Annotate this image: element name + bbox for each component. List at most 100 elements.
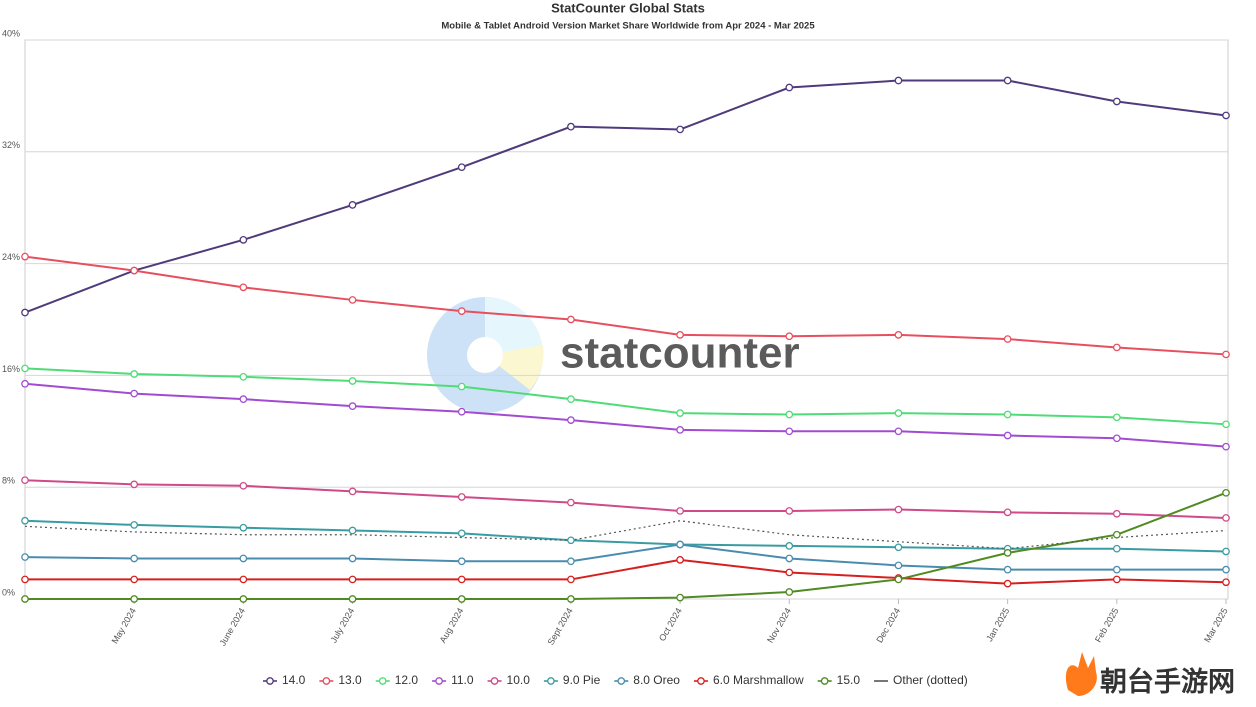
data-point [785, 542, 794, 550]
data-point [1003, 335, 1012, 343]
data-point [348, 296, 357, 304]
legend-marker [322, 677, 331, 685]
legend-label: 12.0 [395, 673, 419, 687]
data-point [1222, 547, 1230, 556]
data-point [567, 575, 575, 584]
data-point [130, 266, 139, 275]
series-line [24, 520, 1227, 550]
data-point [1003, 579, 1012, 588]
data-point [676, 593, 684, 602]
data-point [21, 516, 29, 525]
data-point [21, 379, 29, 388]
data-point [785, 410, 794, 419]
data-point [567, 315, 575, 324]
data-point [1222, 514, 1230, 522]
data-point [21, 308, 29, 317]
data-point [457, 307, 466, 315]
data-point [785, 507, 794, 515]
data-point [130, 480, 139, 489]
data-point [1003, 431, 1012, 440]
y-tick-label: 16% [2, 364, 20, 374]
legend-marker [697, 677, 705, 685]
data-point [1222, 350, 1230, 359]
legend-marker [547, 677, 555, 685]
data-point [348, 575, 357, 584]
y-tick-label: 40% [2, 28, 20, 38]
data-point [894, 505, 903, 514]
y-tick-label: 32% [2, 140, 20, 150]
data-point [785, 588, 794, 596]
data-point [239, 235, 248, 244]
legend-label: 9.0 Pie [563, 673, 601, 687]
data-point [21, 575, 29, 584]
data-point [239, 575, 248, 584]
data-point [894, 575, 903, 584]
data-point [1112, 413, 1121, 422]
data-point [21, 364, 29, 373]
data-point [676, 125, 684, 134]
data-point [567, 595, 575, 603]
data-point [785, 568, 794, 577]
data-point [894, 331, 903, 339]
data-point [894, 543, 903, 552]
legend-label: Other (dotted) [893, 673, 968, 687]
data-point [1112, 343, 1121, 352]
data-point [1003, 76, 1012, 85]
series-line [24, 543, 1226, 571]
series-line [24, 519, 1227, 553]
data-point [457, 382, 466, 391]
legend-label: 15.0 [837, 673, 861, 687]
data-point [348, 487, 357, 496]
data-point [457, 529, 466, 538]
data-point [785, 554, 794, 563]
y-tick-label: 8% [2, 476, 15, 486]
data-point [676, 540, 684, 549]
legend-marker [820, 677, 829, 685]
data-point [1222, 420, 1230, 429]
data-point [130, 595, 139, 603]
data-point [457, 595, 466, 603]
series-line [24, 79, 1227, 314]
series-line [24, 479, 1227, 519]
data-point [1222, 488, 1230, 497]
data-point [676, 426, 684, 434]
data-point [676, 409, 684, 417]
legend-marker [435, 677, 443, 685]
data-point [130, 575, 139, 584]
legend-label: 11.0 [451, 673, 474, 687]
series-line [25, 558, 1227, 585]
chart-title: StatCounter Global Stats [551, 0, 705, 15]
series-line [25, 491, 1227, 600]
legend-marker [490, 677, 499, 685]
data-point [1222, 578, 1230, 587]
data-point [1222, 111, 1230, 120]
data-point [348, 595, 357, 603]
data-point [567, 416, 575, 424]
data-point [348, 554, 357, 563]
data-point [676, 507, 684, 515]
data-point [894, 76, 903, 85]
data-point [1003, 508, 1012, 517]
data-point [1003, 410, 1012, 419]
data-point [567, 395, 575, 404]
data-point [348, 526, 357, 535]
data-point [1112, 565, 1121, 574]
data-point [785, 83, 794, 92]
data-point [1222, 565, 1230, 574]
legend-label: 14.0 [282, 673, 306, 687]
site-watermark: 朝台手游网 [1100, 666, 1235, 697]
data-point [676, 556, 684, 564]
data-point [894, 409, 903, 417]
data-point [785, 332, 794, 341]
data-point [130, 554, 139, 563]
data-point [21, 252, 29, 261]
data-point [348, 402, 357, 410]
data-point [457, 557, 466, 566]
data-point [130, 521, 139, 529]
legend-label: 13.0 [338, 673, 362, 687]
series-line [24, 382, 1227, 448]
legend-label: 10.0 [507, 673, 531, 687]
data-point [239, 523, 248, 532]
data-point [21, 595, 29, 603]
